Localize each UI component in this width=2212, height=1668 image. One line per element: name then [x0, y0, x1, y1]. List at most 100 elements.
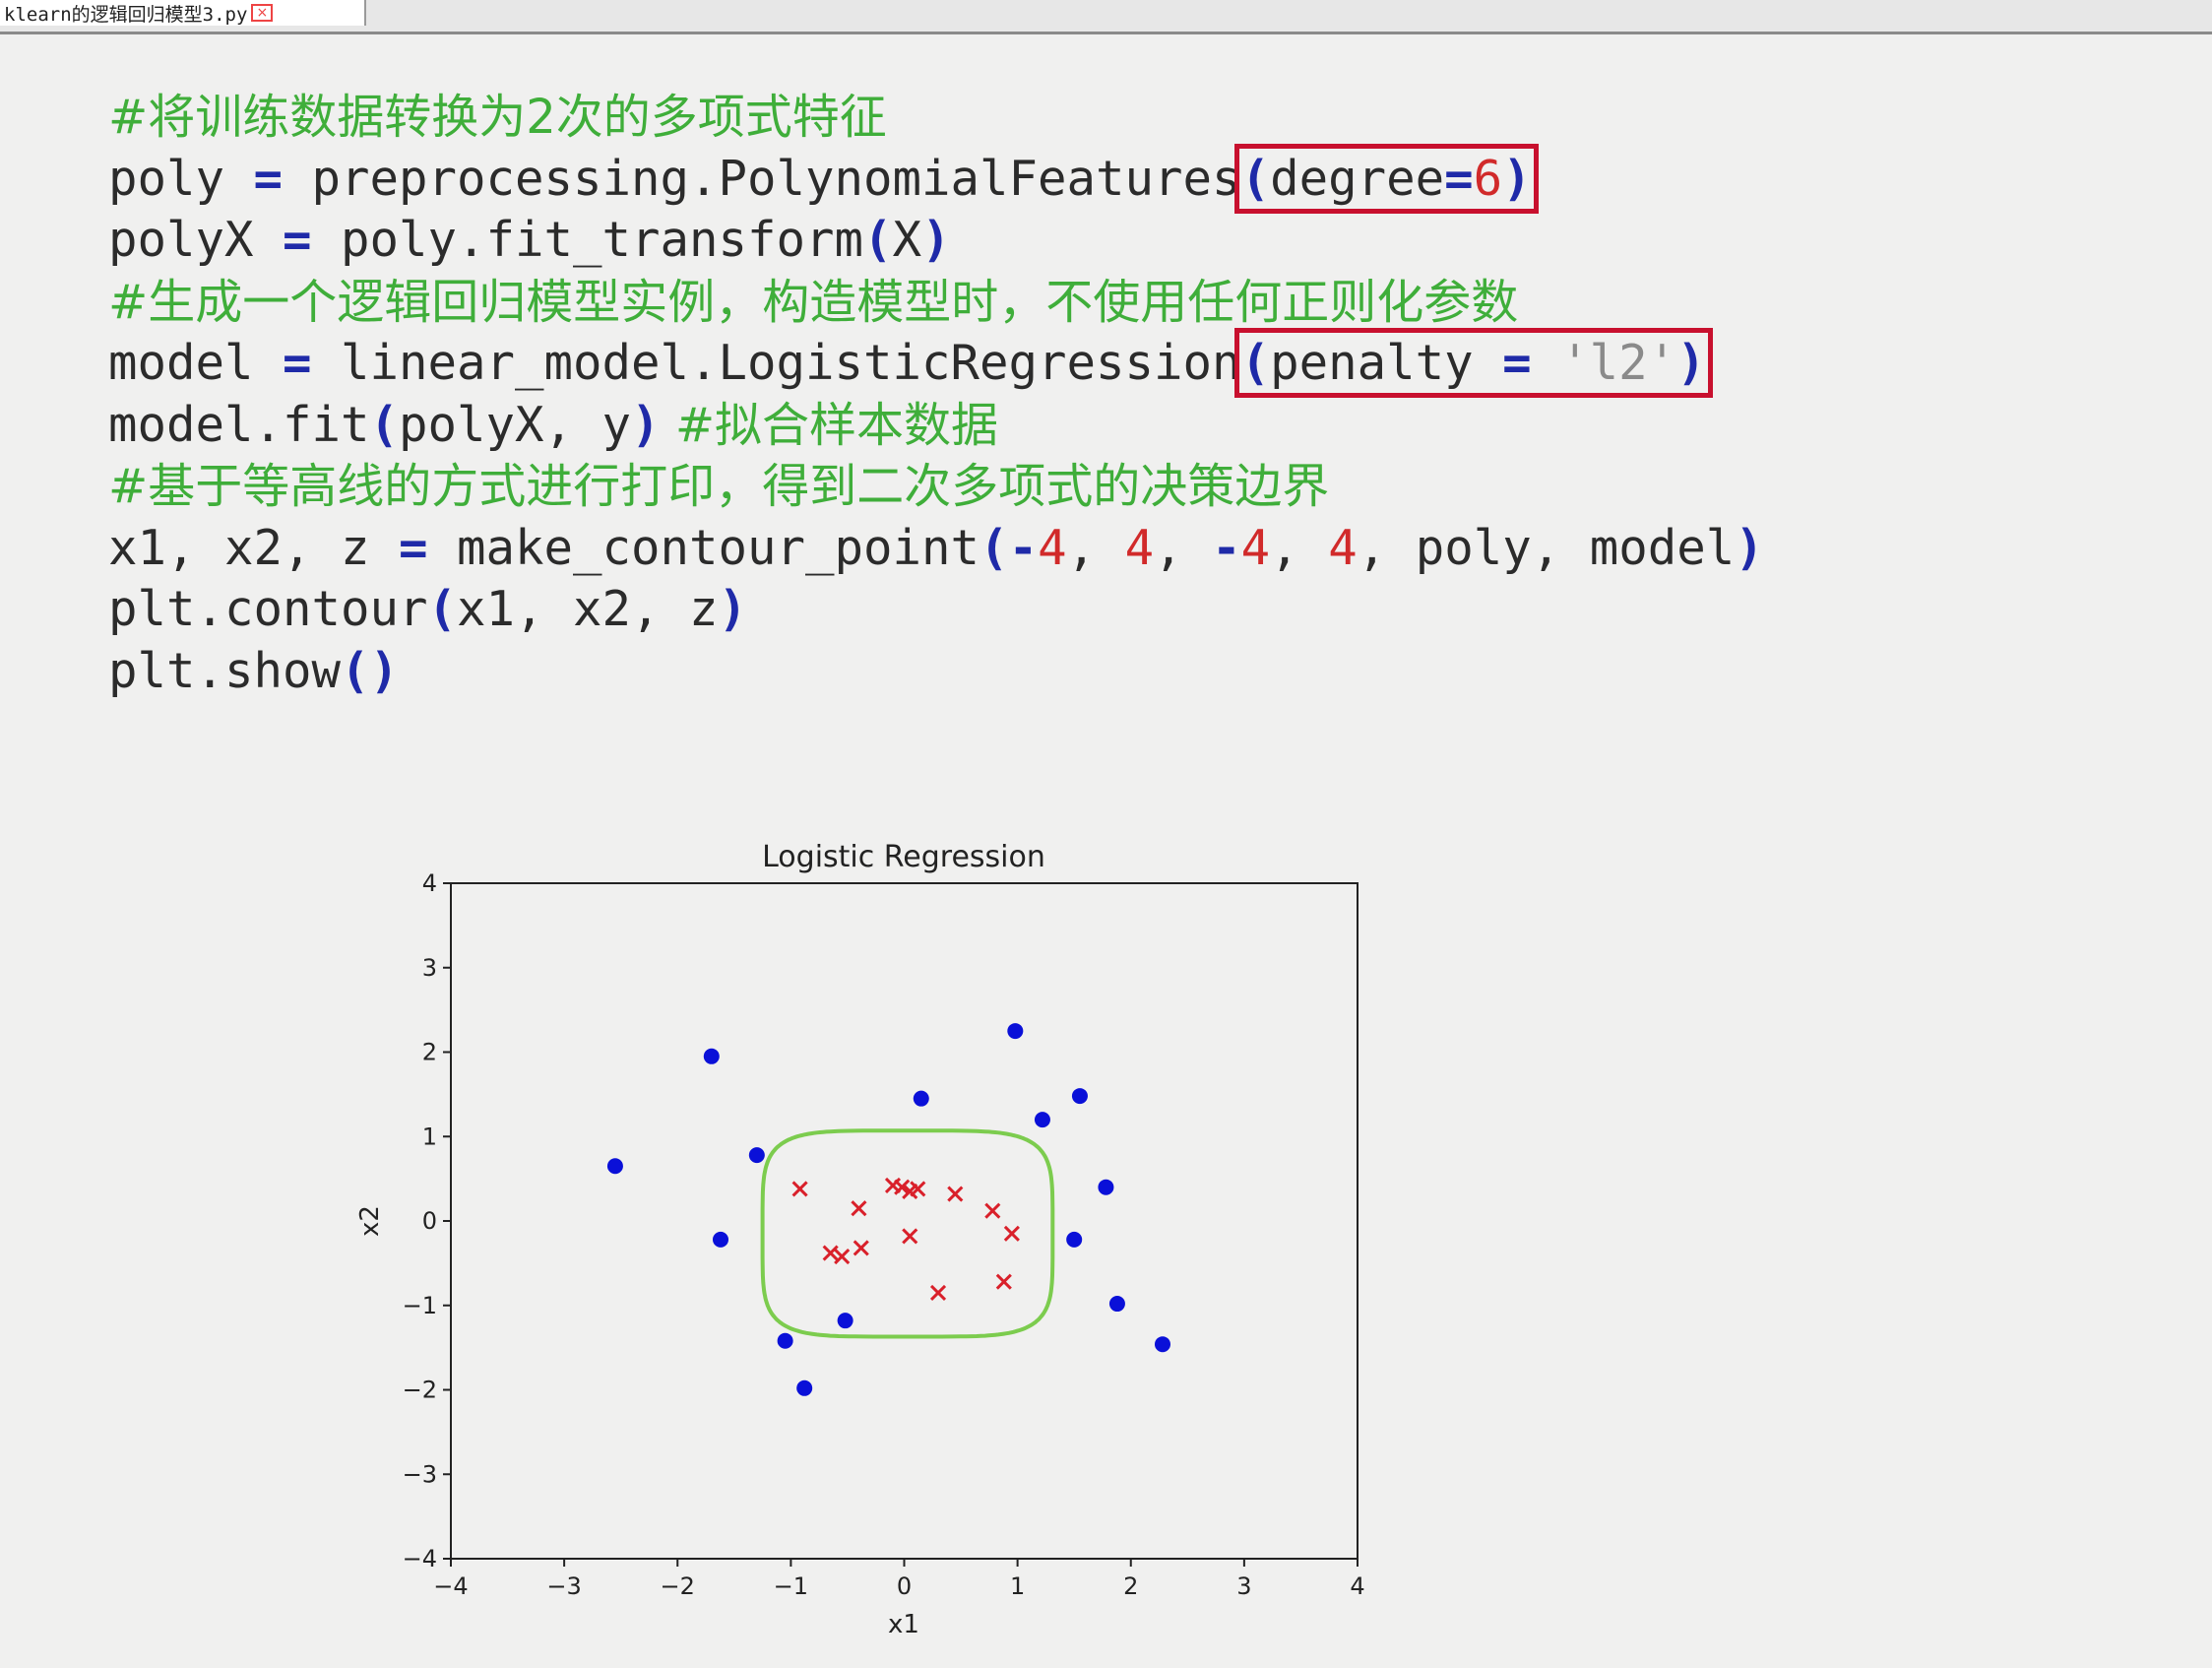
y-tick-label: 4	[422, 869, 437, 897]
close-icon[interactable]: ×	[251, 4, 274, 22]
data-point-circle	[1071, 1088, 1088, 1105]
x-tick-label: −1	[774, 1572, 808, 1600]
cross-stroke	[791, 1181, 808, 1197]
file-tab[interactable]: klearn的逻辑回归模型3.py ×	[0, 0, 366, 26]
code-line: model.fit(polyX, y) #拟合样本数据	[108, 396, 999, 453]
cross-stroke	[947, 1186, 964, 1202]
cross-stroke	[995, 1273, 1012, 1290]
data-point-circle	[1034, 1112, 1050, 1128]
code-line: plt.contour(x1, x2, z)	[108, 581, 748, 637]
code-comment: #将训练数据转换为2次的多项式特征	[108, 90, 887, 145]
cross-stroke	[929, 1284, 947, 1301]
y-tick-label: −2	[403, 1377, 437, 1404]
data-point-cross	[834, 1248, 851, 1265]
plot-frame	[450, 882, 1359, 1560]
cross-stroke	[894, 1179, 911, 1195]
y-tick-label: 2	[422, 1039, 437, 1066]
cross-stroke	[894, 1179, 911, 1195]
y-tick-label: 1	[422, 1123, 437, 1150]
cross-stroke	[902, 1183, 918, 1200]
cross-stroke	[910, 1181, 926, 1197]
data-point-cross	[884, 1177, 902, 1194]
code-line: x1, x2, z = make_contour_point(-4, 4, -4…	[108, 519, 1764, 576]
data-point-circle	[777, 1332, 793, 1349]
data-point-circle	[1007, 1023, 1024, 1040]
data-point-circle	[796, 1379, 813, 1396]
x-tick-label: 0	[897, 1572, 912, 1600]
highlight-box: (degree=6)	[1233, 143, 1539, 214]
code-line: poly = preprocessing.PolynomialFeatures(…	[108, 143, 1539, 214]
data-point-circle	[606, 1158, 623, 1175]
data-point-circle	[748, 1147, 765, 1164]
x-tick-label: −4	[433, 1572, 468, 1600]
x-tick-label: 1	[1010, 1572, 1025, 1600]
code-editor[interactable]: #将训练数据转换为2次的多项式特征 poly = preprocessing.P…	[108, 87, 2176, 702]
data-point-cross	[1003, 1225, 1020, 1242]
decision-boundary-contour	[760, 1128, 1055, 1339]
decision-boundary-layer	[760, 1128, 1055, 1339]
axes: −4 −3 −2 −1 0 1 2 3 4 −4 −3 −2 −1 0 1 2 3 4	[403, 869, 1365, 1600]
cross-stroke	[822, 1245, 839, 1261]
data-point-cross	[902, 1228, 918, 1245]
x-tick-label: 3	[1236, 1572, 1251, 1600]
code-line: plt.show()	[108, 642, 400, 699]
data-point-circle	[837, 1313, 853, 1329]
data-point-circle	[1154, 1336, 1170, 1353]
data-point-cross	[929, 1284, 947, 1301]
cross-stroke	[902, 1183, 918, 1200]
data-point-cross	[851, 1200, 867, 1217]
y-tick-label: −4	[403, 1545, 437, 1572]
y-tick-label: −3	[403, 1460, 437, 1488]
data-marks	[606, 1023, 1170, 1396]
cross-stroke	[834, 1248, 851, 1265]
y-tick-label: 0	[422, 1207, 437, 1235]
code-line: model = linear_model.LogisticRegression(…	[108, 328, 1713, 398]
y-tick-label: 3	[422, 954, 437, 982]
cross-stroke	[902, 1228, 918, 1245]
code-comment: #基于等高线的方式进行打印，得到二次多项式的决策边界	[108, 459, 1330, 514]
data-point-cross	[910, 1181, 926, 1197]
data-point-circle	[1098, 1179, 1114, 1195]
cross-stroke	[902, 1228, 918, 1245]
file-tab-label: klearn的逻辑回归模型3.py	[4, 3, 248, 26]
cross-stroke	[910, 1181, 926, 1197]
highlight-box: (penalty = 'l2')	[1233, 328, 1713, 398]
x-tick-label: −3	[546, 1572, 581, 1600]
cross-stroke	[1003, 1225, 1020, 1242]
data-point-cross	[984, 1202, 1001, 1219]
y-tick-label: −1	[403, 1292, 437, 1319]
cross-stroke	[995, 1273, 1012, 1290]
cross-stroke	[984, 1202, 1001, 1219]
cross-stroke	[1003, 1225, 1020, 1242]
cross-stroke	[834, 1248, 851, 1265]
cross-stroke	[853, 1240, 869, 1256]
cross-stroke	[884, 1177, 902, 1194]
data-point-cross	[894, 1179, 911, 1195]
cross-stroke	[947, 1186, 964, 1202]
data-point-circle	[712, 1231, 728, 1248]
editor-tab-bar: klearn的逻辑回归模型3.py ×	[0, 0, 2212, 34]
x-tick-label: −2	[661, 1572, 695, 1600]
data-point-cross	[853, 1240, 869, 1256]
data-point-cross	[947, 1186, 964, 1202]
cross-stroke	[884, 1177, 902, 1194]
cross-stroke	[822, 1245, 839, 1261]
x-tick-label: 2	[1123, 1572, 1138, 1600]
code-line: polyX = poly.fit_transform(X)	[108, 212, 951, 268]
code-comment: #生成一个逻辑回归模型实例，构造模型时，不使用任何正则化参数	[108, 274, 1519, 330]
cross-stroke	[851, 1200, 867, 1217]
data-point-cross	[902, 1183, 918, 1200]
chart-title: Logistic Regression	[762, 840, 1045, 874]
data-point-circle	[1066, 1231, 1083, 1248]
data-point-cross	[995, 1273, 1012, 1290]
data-point-circle	[1108, 1296, 1125, 1313]
data-point-cross	[791, 1181, 808, 1197]
cross-stroke	[929, 1284, 947, 1301]
cross-stroke	[851, 1200, 867, 1217]
data-point-circle	[913, 1090, 929, 1107]
cross-stroke	[853, 1240, 869, 1256]
x-tick-label: 4	[1350, 1572, 1364, 1600]
data-point-circle	[703, 1048, 720, 1064]
cross-stroke	[791, 1181, 808, 1197]
data-point-cross	[822, 1245, 839, 1261]
